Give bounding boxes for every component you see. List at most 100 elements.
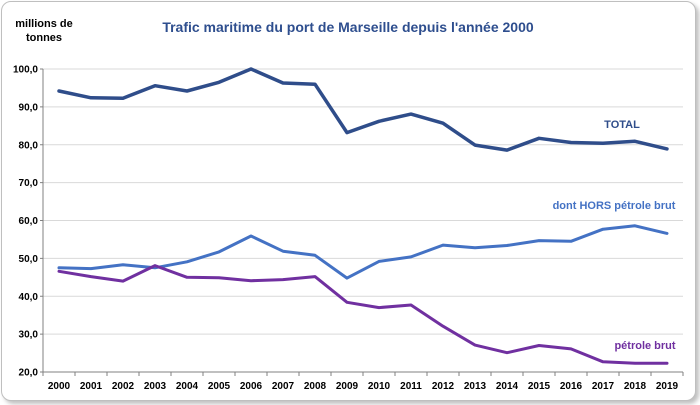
x-tick-label: 2003 <box>144 381 167 392</box>
x-tick-label: 2009 <box>336 381 359 392</box>
gridlines <box>43 68 683 335</box>
data-point <box>377 306 381 309</box>
data-point <box>249 279 253 282</box>
y-tick-label: 50,0 <box>19 254 39 265</box>
data-point <box>441 243 445 247</box>
data-point <box>441 121 445 125</box>
data-point <box>281 249 285 253</box>
data-point <box>281 278 285 281</box>
series-label-1: TOTAL <box>604 119 640 131</box>
data-point <box>569 347 573 351</box>
x-tick-label: 2017 <box>592 381 615 392</box>
y-tick-labels: 20,0 30,0 40,0 50,0 60,0 70,0 80,0 90,0 100,0 <box>13 65 38 379</box>
data-point <box>409 112 413 116</box>
series-labels: TOTAL dont HORS pétrole brut pétrole brut <box>553 119 676 352</box>
x-tick-label: 2002 <box>112 381 135 392</box>
x-tick-label: 2018 <box>624 381 647 392</box>
data-point <box>409 303 413 307</box>
data-point <box>121 96 125 100</box>
data-point <box>57 89 61 93</box>
data-point <box>249 67 253 71</box>
data-point <box>473 343 477 347</box>
data-point <box>601 228 605 231</box>
data-point <box>153 264 157 267</box>
data-point <box>441 324 445 328</box>
data-point <box>633 140 637 143</box>
chart-title: Trafic maritime du port de Marseille dep… <box>162 19 534 35</box>
data-point <box>569 240 573 243</box>
y-tick-label: 70,0 <box>19 178 39 189</box>
y-tick-label: 80,0 <box>19 140 39 151</box>
data-point <box>633 224 637 228</box>
x-tick-label: 2014 <box>496 381 519 392</box>
data-point <box>665 362 669 365</box>
data-point <box>57 266 61 270</box>
x-tick-label: 2010 <box>368 381 391 392</box>
data-point <box>89 275 93 278</box>
data-point <box>665 147 669 151</box>
y-tick-label: 40,0 <box>19 292 39 303</box>
x-tick-label: 2013 <box>464 381 487 392</box>
x-tick-label: 2007 <box>272 381 295 392</box>
series-lines <box>57 67 669 365</box>
data-point <box>313 82 317 86</box>
x-tick-label: 2004 <box>176 381 199 392</box>
x-tick-label: 2019 <box>656 381 679 392</box>
x-tick-label: 2006 <box>240 381 263 392</box>
y-tick-label: 90,0 <box>19 102 39 113</box>
data-point <box>601 360 605 363</box>
data-point <box>313 254 317 257</box>
data-point <box>153 84 157 87</box>
data-point <box>505 244 509 247</box>
x-tick-labels: 2000 2001 2002 2003 2004 2005 2006 2007 2008 2009… <box>48 381 679 392</box>
data-point <box>345 131 349 134</box>
x-tick-label: 2012 <box>432 381 455 392</box>
data-point <box>89 267 93 270</box>
data-point <box>185 89 189 93</box>
y-tick-label: 30,0 <box>19 330 39 341</box>
y-axis-label-line1: millions de <box>15 18 72 30</box>
x-tick-label: 2011 <box>400 381 422 392</box>
data-point <box>377 260 381 263</box>
data-point <box>409 255 413 259</box>
data-point <box>217 250 221 254</box>
data-point <box>249 234 253 238</box>
data-point <box>313 275 317 278</box>
data-point <box>473 246 477 249</box>
y-axis-label-line2: tonnes <box>26 32 62 44</box>
data-point <box>121 263 125 267</box>
x-tick-label: 2015 <box>528 381 551 392</box>
data-point <box>537 137 541 140</box>
data-point <box>537 239 541 242</box>
data-point <box>537 344 541 347</box>
y-tick-label: 60,0 <box>19 216 39 227</box>
series-label-2: dont HORS pétrole brut <box>553 200 676 212</box>
data-point <box>601 142 605 145</box>
data-point <box>345 276 349 280</box>
data-point <box>633 362 637 365</box>
data-point <box>569 141 573 144</box>
series-label-3: pétrole brut <box>614 340 675 352</box>
series-line-3 <box>57 264 669 365</box>
data-point <box>217 81 221 84</box>
data-point <box>665 232 669 235</box>
data-point <box>377 120 381 123</box>
data-point <box>281 81 285 85</box>
data-point <box>505 351 509 354</box>
data-point <box>57 270 61 273</box>
x-tick-label: 2005 <box>208 381 231 392</box>
data-point <box>217 276 221 279</box>
x-tick-label: 2001 <box>80 381 103 392</box>
data-point <box>345 301 349 304</box>
data-point <box>473 143 477 147</box>
data-point <box>185 276 189 279</box>
series-line-2 <box>57 224 669 280</box>
data-point <box>505 148 509 152</box>
data-point <box>89 96 93 99</box>
x-tick-label: 2008 <box>304 381 327 392</box>
data-point <box>121 279 125 283</box>
y-tick-label: 100,0 <box>13 65 38 76</box>
series-line-1 <box>57 67 669 152</box>
y-tick-label: 20,0 <box>19 368 39 379</box>
